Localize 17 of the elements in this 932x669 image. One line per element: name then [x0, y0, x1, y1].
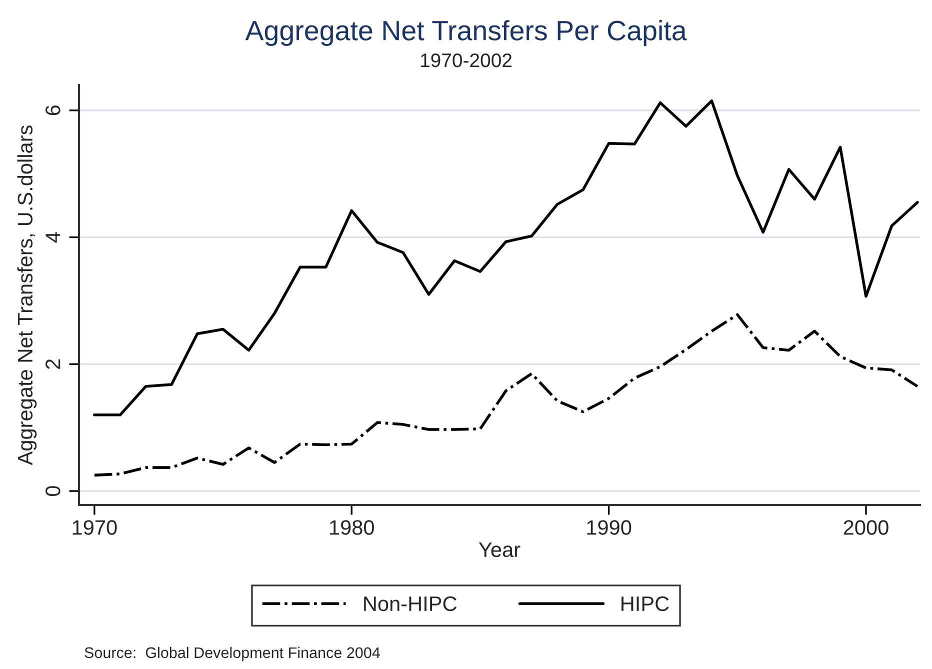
legend-label: Non-HIPC: [364, 596, 457, 612]
y-tick-label: 2: [46, 359, 60, 369]
legend-label: HIPC: [622, 596, 669, 612]
x-tick-label: 1990: [587, 520, 632, 535]
line-series: [93, 313, 919, 477]
source-note: Source: Global Development Finance 2004: [84, 646, 380, 662]
x-tick-label: 2000: [844, 520, 888, 535]
chart-title: Aggregate Net Transfers Per Capita: [245, 20, 687, 46]
y-axis-title: Aggregate Net Transfers, U.S.dollars: [17, 126, 37, 466]
y-tick-label: 4: [46, 232, 60, 243]
y-tick-label: 0: [46, 486, 60, 496]
chart-subtitle: 1970-2002: [420, 53, 512, 68]
x-tick-label: 1980: [330, 520, 374, 535]
x-axis-title: Year: [478, 542, 520, 558]
y-tick-label: 6: [46, 106, 60, 116]
x-tick-label: 1970: [72, 520, 117, 535]
line-series: [93, 99, 919, 416]
